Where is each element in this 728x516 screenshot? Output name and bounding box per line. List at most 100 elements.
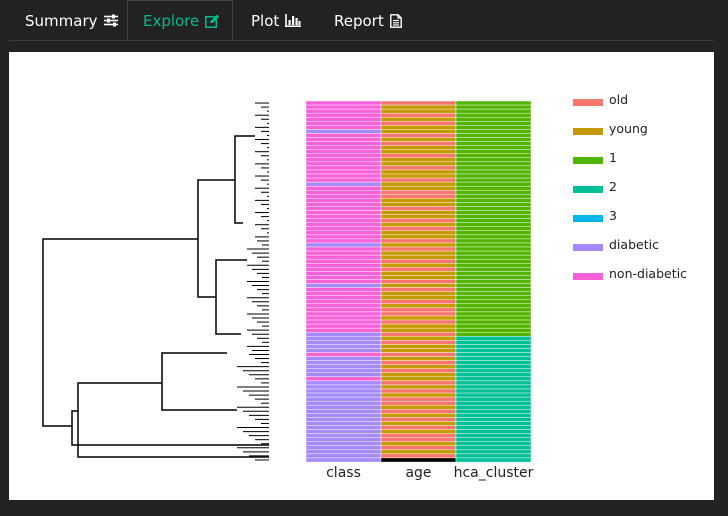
- heatmap-cell: [455, 404, 532, 410]
- heatmap-cell: [380, 185, 457, 191]
- heatmap-chart: class age hca_cluster old young 1 2 3 diabetic no…: [42, 92, 687, 481]
- heatmap-cell: [455, 177, 532, 183]
- heatmap-cell: [305, 230, 382, 236]
- heatmap-cell: [380, 425, 457, 430]
- heatmap-cell: [380, 368, 457, 374]
- heatmap-cell: [380, 364, 457, 369]
- heatmap-cell: [380, 218, 457, 223]
- heatmap-cell: [455, 222, 532, 228]
- heatmap-cell: [305, 112, 382, 118]
- heatmap-cell: [455, 230, 532, 236]
- heatmap-cell: [455, 145, 532, 150]
- heatmap-cell: [380, 169, 457, 175]
- heatmap-cell: [380, 177, 457, 183]
- heatmap-cell: [305, 165, 382, 171]
- heatmap-cell: [380, 445, 457, 451]
- heatmap-cell: [455, 218, 532, 223]
- heatmap-cell: [455, 210, 532, 215]
- heatmap-cell: [380, 437, 457, 442]
- heatmap-cell: [305, 210, 382, 215]
- heatmap-cell: [380, 404, 457, 410]
- heatmap-cell: [455, 206, 532, 211]
- heatmap-cell: [455, 202, 532, 207]
- heatmap-cell: [455, 315, 532, 321]
- tab-summary[interactable]: Summary: [9, 0, 128, 41]
- heatmap-cell: [380, 145, 457, 150]
- heatmap-cell: [305, 344, 382, 349]
- heatmap-cell: [305, 291, 382, 296]
- heatmap-cell: [380, 380, 457, 386]
- heatmap-cell: [305, 323, 382, 329]
- heatmap-cell: [305, 340, 382, 345]
- legend-swatch: [573, 244, 603, 251]
- tab-plot[interactable]: Plot: [233, 0, 317, 41]
- heatmap-cell: [305, 181, 382, 187]
- heatmap-cell: [455, 153, 532, 159]
- heatmap-cell: [455, 392, 532, 398]
- heatmap-cell: [380, 303, 457, 309]
- heatmap-cell: [305, 425, 382, 430]
- heatmap-cell: [305, 311, 382, 317]
- heatmap-cell: [455, 356, 532, 361]
- tab-report[interactable]: Report: [317, 0, 417, 41]
- legend-label: 2: [609, 179, 617, 194]
- heatmap-cell: [305, 202, 382, 207]
- heatmap-cell: [455, 311, 532, 317]
- heatmap-cell: [455, 125, 532, 130]
- heatmap-cell: [455, 376, 532, 382]
- heatmap-cell: [380, 121, 457, 126]
- heatmap-cell: [305, 433, 382, 438]
- heatmap-cell: [305, 104, 382, 110]
- heatmap-cell: [305, 352, 382, 357]
- heatmap-cell: [455, 364, 532, 369]
- heatmap-cell: [305, 421, 382, 426]
- tab-report-label: Report: [334, 11, 384, 30]
- plot-panel: class age hca_cluster old young 1 2 3 diabetic no…: [9, 52, 714, 500]
- heatmap-cell: [380, 421, 457, 426]
- heatmap-cell: [305, 198, 382, 203]
- heatmap-cell: [305, 392, 382, 398]
- heatmap-cell: [455, 413, 532, 418]
- heatmap-cell: [455, 165, 532, 171]
- heatmap-cell: [380, 267, 457, 272]
- legend-label: 3: [609, 208, 617, 223]
- heatmap-cell: [305, 137, 382, 142]
- tab-explore[interactable]: Explore: [127, 0, 233, 41]
- heatmap-cell: [380, 388, 457, 394]
- heatmap-cell: [455, 185, 532, 191]
- column-label-age: age: [405, 465, 431, 481]
- heatmap-cell: [305, 307, 382, 313]
- heatmap-cell: [455, 453, 532, 459]
- heatmap-cell: [305, 157, 382, 163]
- heatmap-cell: [380, 441, 457, 447]
- legend-label: old: [609, 92, 628, 107]
- heatmap-cell: [455, 323, 532, 329]
- heatmap-cell: [305, 315, 382, 321]
- legend-swatch: [573, 215, 603, 222]
- heatmap-cell: [455, 279, 532, 284]
- heatmap-cell: [455, 137, 532, 142]
- legend-swatch: [573, 99, 603, 106]
- heatmap-cell: [380, 116, 457, 122]
- heatmap-cell: [380, 141, 457, 146]
- heatmap-cell: [305, 125, 382, 130]
- legend-label: non-diabetic: [609, 266, 687, 281]
- heatmap-cell: [455, 319, 532, 325]
- heatmap-cell: [380, 129, 457, 134]
- heatmap-cell: [380, 250, 457, 256]
- heatmap-cell: [380, 323, 457, 329]
- heatmap-cell: [455, 214, 532, 219]
- heatmap-cell: [455, 352, 532, 357]
- heatmap-cell: [380, 194, 457, 199]
- heatmap-cell: [380, 202, 457, 207]
- heatmap-cell: [305, 396, 382, 402]
- heatmap-cell: [305, 327, 382, 333]
- heatmap-cell: [380, 291, 457, 296]
- heatmap-cell: [380, 234, 457, 240]
- heatmap-cell: [305, 360, 382, 365]
- heatmap-cell: [305, 267, 382, 272]
- heatmap-cell: [380, 453, 457, 459]
- legend-swatch: [573, 157, 603, 164]
- heatmap-cell: [305, 161, 382, 167]
- heatmap-cell: [305, 376, 382, 382]
